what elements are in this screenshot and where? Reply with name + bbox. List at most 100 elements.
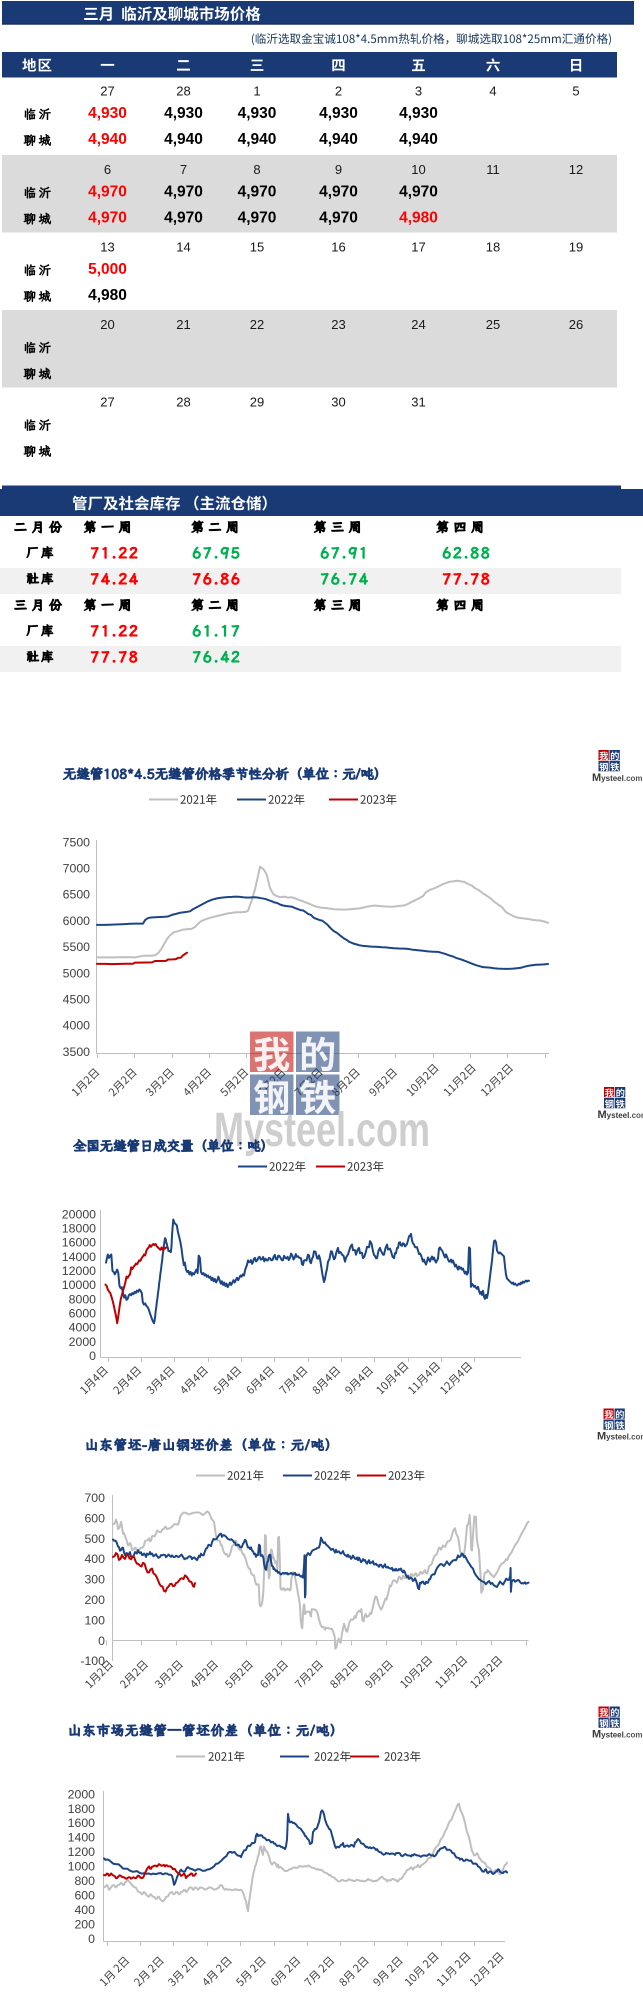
svg-text:10000: 10000 — [62, 1278, 96, 1292]
svg-text:600: 600 — [74, 1889, 95, 1903]
svg-text:29: 29 — [250, 395, 264, 410]
svg-text:4,940: 4,940 — [164, 131, 203, 148]
svg-text:800: 800 — [74, 1874, 95, 1888]
svg-text:4,940: 4,940 — [319, 131, 358, 148]
svg-text:4,940: 4,940 — [238, 131, 277, 148]
svg-text:4,930: 4,930 — [399, 105, 438, 122]
svg-text:5,000: 5,000 — [88, 261, 127, 278]
svg-text:16: 16 — [331, 240, 345, 255]
svg-text:6000: 6000 — [63, 914, 91, 928]
svg-text:0: 0 — [88, 1932, 95, 1946]
svg-text:22: 22 — [250, 317, 264, 332]
svg-text:27: 27 — [100, 395, 114, 410]
svg-text:4500: 4500 — [63, 993, 91, 1007]
svg-text:4,980: 4,980 — [399, 210, 438, 227]
svg-text:7500: 7500 — [63, 835, 91, 849]
svg-text:11: 11 — [486, 162, 500, 177]
svg-text:31: 31 — [411, 395, 425, 410]
svg-text:-100: -100 — [80, 1654, 105, 1668]
svg-text:Mysteel.com: Mysteel.com — [592, 772, 643, 784]
svg-text:4,970: 4,970 — [238, 184, 277, 201]
svg-text:600: 600 — [84, 1511, 105, 1525]
svg-text:19: 19 — [569, 240, 583, 255]
svg-text:700: 700 — [84, 1491, 105, 1505]
svg-text:26: 26 — [569, 317, 583, 332]
svg-text:27: 27 — [100, 84, 114, 99]
svg-text:2: 2 — [335, 84, 342, 99]
svg-text:Mysteel.com: Mysteel.com — [214, 1103, 430, 1157]
svg-text:24: 24 — [411, 317, 425, 332]
svg-text:400: 400 — [74, 1903, 95, 1917]
svg-text:4,970: 4,970 — [238, 210, 277, 227]
svg-text:3: 3 — [415, 84, 422, 99]
svg-text:1400: 1400 — [68, 1831, 96, 1845]
svg-text:2000: 2000 — [68, 1787, 96, 1801]
svg-text:6: 6 — [104, 162, 111, 177]
svg-text:4,970: 4,970 — [88, 184, 127, 201]
svg-text:20: 20 — [100, 317, 114, 332]
svg-text:4,930: 4,930 — [164, 105, 203, 122]
svg-text:5500: 5500 — [63, 940, 91, 954]
svg-text:15: 15 — [250, 240, 264, 255]
svg-text:1200: 1200 — [68, 1845, 96, 1859]
svg-text:500: 500 — [84, 1532, 105, 1546]
svg-text:400: 400 — [84, 1552, 105, 1566]
svg-text:17: 17 — [411, 240, 425, 255]
svg-text:2000: 2000 — [69, 1335, 97, 1349]
svg-text:4,940: 4,940 — [399, 131, 438, 148]
svg-text:18000: 18000 — [62, 1222, 96, 1236]
svg-text:28: 28 — [176, 395, 190, 410]
svg-text:6000: 6000 — [69, 1307, 97, 1321]
svg-text:4000: 4000 — [69, 1321, 97, 1335]
svg-text:4000: 4000 — [63, 1019, 91, 1033]
svg-text:28: 28 — [176, 84, 190, 99]
svg-text:14000: 14000 — [62, 1250, 96, 1264]
svg-text:1: 1 — [253, 84, 260, 99]
svg-text:100: 100 — [84, 1613, 105, 1627]
svg-text:200: 200 — [74, 1917, 95, 1931]
svg-text:16000: 16000 — [62, 1236, 96, 1250]
svg-text:1600: 1600 — [68, 1816, 96, 1830]
svg-text:8000: 8000 — [69, 1292, 97, 1306]
svg-text:Mysteel.com: Mysteel.com — [598, 1109, 643, 1121]
svg-text:4,930: 4,930 — [88, 105, 127, 122]
svg-text:4,970: 4,970 — [319, 184, 358, 201]
svg-text:300: 300 — [84, 1573, 105, 1587]
svg-text:7000: 7000 — [63, 862, 91, 876]
svg-text:200: 200 — [84, 1593, 105, 1607]
svg-text:20000: 20000 — [62, 1207, 96, 1221]
svg-text:0: 0 — [98, 1634, 105, 1648]
svg-text:4,970: 4,970 — [319, 210, 358, 227]
svg-text:12: 12 — [569, 162, 583, 177]
svg-text:4,930: 4,930 — [238, 105, 277, 122]
svg-text:4,930: 4,930 — [319, 105, 358, 122]
svg-text:1800: 1800 — [68, 1802, 96, 1816]
svg-text:30: 30 — [331, 395, 345, 410]
svg-text:4,970: 4,970 — [88, 210, 127, 227]
svg-text:18: 18 — [486, 240, 500, 255]
svg-text:23: 23 — [331, 317, 345, 332]
svg-text:4,970: 4,970 — [164, 184, 203, 201]
svg-text:10: 10 — [411, 162, 425, 177]
svg-text:Mysteel.com: Mysteel.com — [592, 1729, 643, 1741]
svg-text:5: 5 — [572, 84, 579, 99]
svg-text:4,970: 4,970 — [164, 210, 203, 227]
svg-text:Mysteel.com: Mysteel.com — [597, 1431, 643, 1443]
svg-text:3500: 3500 — [63, 1045, 91, 1059]
svg-text:8: 8 — [253, 162, 260, 177]
svg-text:9: 9 — [335, 162, 342, 177]
svg-text:4: 4 — [489, 84, 496, 99]
svg-text:7: 7 — [180, 162, 187, 177]
svg-text:4,940: 4,940 — [88, 131, 127, 148]
svg-text:21: 21 — [176, 317, 190, 332]
svg-text:12000: 12000 — [62, 1264, 96, 1278]
svg-text:25: 25 — [486, 317, 500, 332]
svg-text:5000: 5000 — [63, 966, 91, 980]
svg-text:14: 14 — [176, 240, 190, 255]
svg-text:1000: 1000 — [68, 1860, 96, 1874]
svg-text:4,980: 4,980 — [88, 287, 127, 304]
svg-text:13: 13 — [100, 240, 114, 255]
svg-text:4,970: 4,970 — [399, 184, 438, 201]
svg-text:0: 0 — [89, 1349, 96, 1363]
svg-text:6500: 6500 — [63, 888, 91, 902]
